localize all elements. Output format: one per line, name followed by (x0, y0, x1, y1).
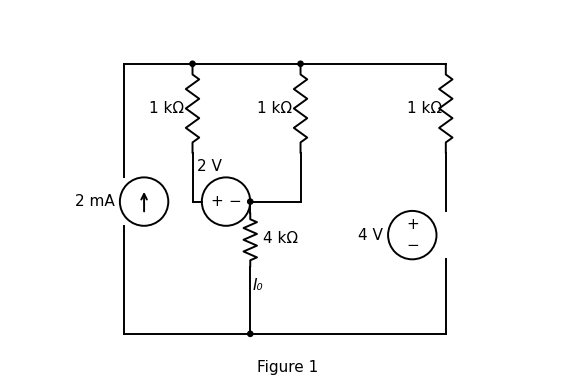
Circle shape (248, 331, 253, 336)
Text: −: − (229, 194, 242, 209)
Text: 2 mA: 2 mA (75, 194, 114, 209)
Text: +: + (406, 218, 419, 232)
Text: 4 V: 4 V (358, 227, 382, 243)
Text: +: + (210, 194, 223, 209)
Text: 2 V: 2 V (197, 159, 222, 174)
Circle shape (248, 199, 253, 204)
Text: 4 kΩ: 4 kΩ (263, 231, 298, 247)
Circle shape (190, 61, 195, 66)
Text: −: − (406, 238, 419, 253)
Text: 1 kΩ: 1 kΩ (257, 101, 292, 116)
Circle shape (298, 61, 303, 66)
Text: Figure 1: Figure 1 (257, 360, 318, 375)
Text: I₀: I₀ (252, 278, 263, 293)
Text: 1 kΩ: 1 kΩ (149, 101, 184, 116)
Text: 1 kΩ: 1 kΩ (407, 101, 442, 116)
